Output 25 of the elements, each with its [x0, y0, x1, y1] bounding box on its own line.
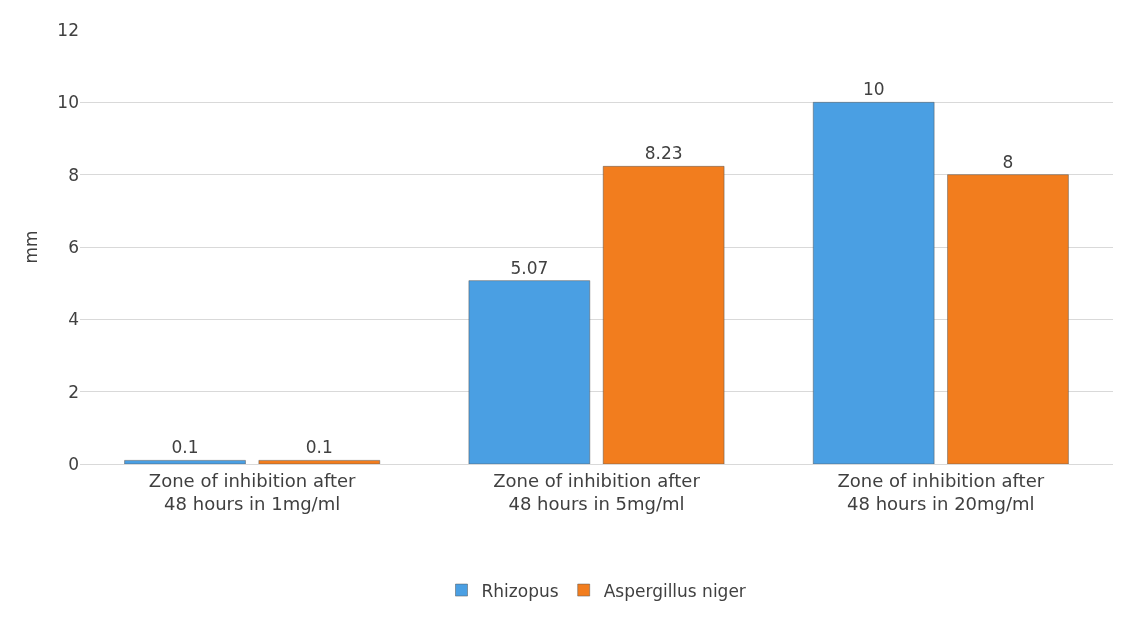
x-tick-label: Zone of inhibition after 48 hours in 1mg/ml [148, 469, 357, 514]
legend-label: Rhizopus [481, 580, 559, 601]
data-label: 0.1 [171, 437, 199, 458]
y-tick-label: 8 [68, 164, 79, 185]
data-label: 10 [862, 79, 885, 100]
data-label: 8.23 [644, 143, 683, 164]
bar [813, 102, 935, 464]
x-tick-label: Zone of inhibition after 48 hours in 20mg/ml [837, 469, 1045, 514]
y-tick-label: 6 [68, 236, 79, 257]
data-label: 0.1 [305, 437, 333, 458]
bar [124, 460, 246, 464]
y-tick-label: 4 [68, 309, 79, 330]
x-tick-label: Zone of inhibition after 48 hours in 5mg/ml [493, 469, 701, 514]
legend-label: Aspergillus niger [603, 580, 746, 601]
y-tick-label: 2 [68, 381, 79, 402]
bar [602, 166, 725, 464]
bar [258, 460, 380, 464]
bar [947, 174, 1069, 464]
y-tick-label: 10 [57, 92, 79, 113]
data-label: 8 [1002, 151, 1014, 172]
y-tick-label: 12 [57, 19, 79, 40]
data-label: 5.07 [510, 257, 549, 278]
bar [468, 280, 591, 464]
y-axis-title: mm [20, 230, 41, 264]
y-tick-label: 0 [68, 453, 79, 474]
